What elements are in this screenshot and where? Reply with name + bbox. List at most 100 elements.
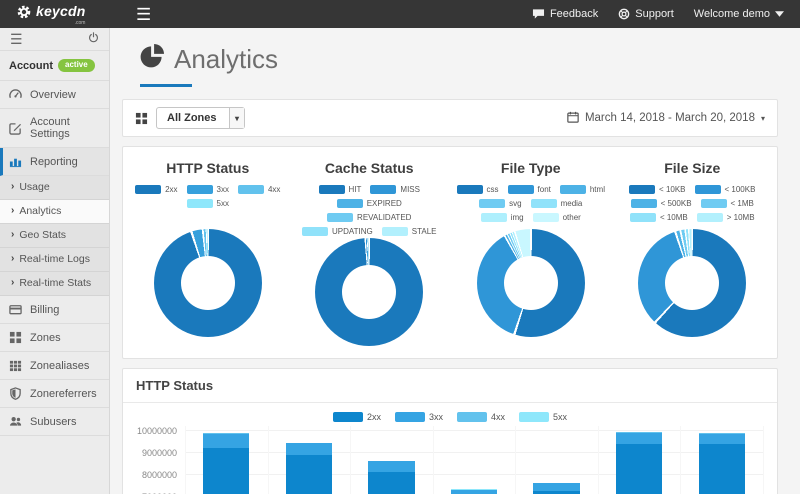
legend-item-file-type-donut-2[interactable]: html: [559, 185, 605, 194]
legend-swatch: [237, 185, 264, 194]
bar-segment-3xx: [368, 461, 415, 473]
legend-item-file-type-donut-0[interactable]: css: [456, 185, 499, 194]
legend-item-http-status-bars-1[interactable]: 3xx: [394, 412, 443, 422]
legend-label: HIT: [348, 185, 362, 194]
legend-swatch: [507, 185, 534, 194]
gridline-vertical: [763, 426, 764, 494]
sidebar-item-subusers[interactable]: Subusers: [0, 408, 109, 436]
date-range-picker[interactable]: March 14, 2018 - March 20, 2018 ▾: [567, 111, 765, 126]
legend-item-file-type-donut-1[interactable]: font: [507, 185, 551, 194]
sidebar-item-billing[interactable]: Billing: [0, 296, 109, 324]
gauge-icon: [9, 88, 22, 101]
page-title: Analytics: [174, 44, 279, 74]
zone-select[interactable]: All Zones ▾: [156, 107, 246, 129]
zone-select-caret-icon: ▾: [229, 108, 245, 128]
sidebar-item-reporting[interactable]: Reporting: [0, 148, 109, 176]
sidebar-collapse-icon[interactable]: ☰: [10, 31, 23, 47]
legend-swatch: [186, 185, 213, 194]
legend-label: 3xx: [216, 185, 229, 194]
legend-item-cache-status-donut-5[interactable]: STALE: [381, 227, 437, 236]
legend-item-cache-status-donut-2[interactable]: EXPIRED: [336, 199, 402, 208]
legend-item-file-size-donut-1[interactable]: < 100KB: [694, 185, 755, 194]
legend-item-http-status-donut-0[interactable]: 2xx: [135, 185, 178, 194]
bar-chart-legend: 2xx 3xx 4xx 5xx: [123, 403, 777, 424]
legend-item-file-size-donut-2[interactable]: < 500KB: [630, 199, 692, 208]
file-type-donut-legend: css font html svg media img other: [455, 185, 607, 227]
legend-label: < 500KB: [660, 199, 692, 208]
brand-tld: .com: [74, 19, 86, 26]
legend-swatch: [381, 227, 408, 236]
bar-segment-3xx: [698, 433, 745, 445]
legend-item-http-status-donut-2[interactable]: 4xx: [237, 185, 280, 194]
sidebar-item-overview[interactable]: Overview: [0, 81, 109, 109]
legend-item-file-size-donut-5[interactable]: > 10MB: [696, 213, 755, 222]
http-status-donut-column: HTTP Status 2xx 3xx 4xx 5xx: [127, 155, 289, 346]
sidebar-subitem-label: Usage: [19, 181, 50, 193]
cache-status-donut[interactable]: [315, 238, 424, 346]
bar-segment-3xx: [616, 432, 663, 444]
stacked-bar-7[interactable]: [698, 433, 745, 494]
topnav-user-menu-label: Welcome demo: [693, 8, 770, 20]
sidebar-item-zonereferrers[interactable]: Zonereferrers: [0, 380, 109, 408]
topnav-feedback-label: Feedback: [549, 8, 599, 20]
file-type-donut[interactable]: [476, 229, 585, 337]
legend-label: < 10KB: [659, 185, 686, 194]
bar-chart-plot-area: [185, 426, 764, 494]
legend-item-http-status-donut-1[interactable]: 3xx: [186, 185, 229, 194]
topnav-support[interactable]: Support: [618, 8, 674, 20]
legend-swatch: [629, 185, 656, 194]
gear-logo-icon: [16, 4, 32, 25]
legend-item-file-size-donut-0[interactable]: < 10KB: [629, 185, 686, 194]
sidebar-subitem-label: Real-time Stats: [19, 277, 92, 289]
legend-item-http-status-bars-3[interactable]: 5xx: [519, 412, 567, 422]
gridline-vertical: [597, 426, 599, 494]
legend-item-http-status-donut-3[interactable]: 5xx: [186, 199, 229, 208]
topnav-feedback[interactable]: Feedback: [532, 8, 598, 20]
sidebar-subitem-usage[interactable]: › Usage: [0, 176, 109, 200]
legend-item-cache-status-donut-0[interactable]: HIT: [318, 185, 362, 194]
power-icon[interactable]: [88, 30, 99, 48]
legend-item-http-status-bars-2[interactable]: 4xx: [457, 412, 505, 422]
keycdn-logo[interactable]: keycdn .com: [0, 3, 110, 26]
chat-icon: [532, 8, 545, 20]
menu-toggle-icon[interactable]: ☰: [136, 4, 152, 24]
stacked-bar-2[interactable]: [285, 442, 332, 494]
stacked-bar-4[interactable]: [450, 489, 498, 494]
stacked-bar-5[interactable]: [533, 482, 580, 494]
legend-item-cache-status-donut-3[interactable]: REVALIDATED: [327, 213, 411, 222]
sidebar-item-account-settings[interactable]: Account Settings: [0, 109, 109, 148]
stacked-bar-6[interactable]: [616, 431, 663, 494]
y-axis-tick-label: 9000000: [141, 448, 177, 459]
topnav-user-menu[interactable]: Welcome demo: [694, 8, 784, 20]
legend-item-file-type-donut-3[interactable]: svg: [479, 199, 522, 208]
legend-swatch: [479, 199, 506, 208]
y-axis-tick-label: 7000000: [135, 492, 177, 494]
cache-status-donut-title: Cache Status: [324, 160, 414, 176]
gridline-horizontal: [185, 452, 763, 454]
date-caret-icon: ▾: [760, 113, 765, 123]
sidebar-item-zonealiases[interactable]: Zonealiases: [0, 352, 109, 380]
http-status-donut[interactable]: [153, 229, 262, 337]
chevron-down-icon: [775, 11, 784, 17]
sidebar-subitem-real-time-logs[interactable]: › Real-time Logs: [0, 248, 109, 272]
sidebar-subitem-real-time-stats[interactable]: › Real-time Stats: [0, 272, 109, 296]
chevron-right-icon: ›: [11, 205, 15, 216]
http-status-donut-legend: 2xx 3xx 4xx 5xx: [132, 185, 284, 227]
legend-item-file-size-donut-3[interactable]: < 1MB: [700, 199, 754, 208]
sidebar-subitem-analytics[interactable]: › Analytics: [0, 200, 109, 224]
legend-item-file-type-donut-5[interactable]: img: [480, 213, 524, 222]
legend-item-http-status-bars-0[interactable]: 2xx: [332, 412, 381, 422]
legend-item-cache-status-donut-1[interactable]: MISS: [370, 185, 420, 194]
sidebar-subitem-geo-stats[interactable]: › Geo Stats: [0, 224, 109, 248]
legend-item-file-type-donut-6[interactable]: other: [532, 213, 581, 222]
legend-item-cache-status-donut-4[interactable]: UPDATING: [302, 227, 373, 236]
legend-label: other: [562, 213, 581, 222]
file-size-donut[interactable]: [638, 229, 747, 337]
gridline-horizontal: [185, 430, 763, 432]
legend-item-file-type-donut-4[interactable]: media: [530, 199, 582, 208]
stacked-bar-3[interactable]: [368, 460, 415, 494]
legend-item-file-size-donut-4[interactable]: < 10MB: [629, 213, 688, 222]
page-head: Analytics: [140, 44, 778, 87]
stacked-bar-1[interactable]: [203, 433, 250, 494]
sidebar-item-zones[interactable]: Zones: [0, 324, 109, 352]
